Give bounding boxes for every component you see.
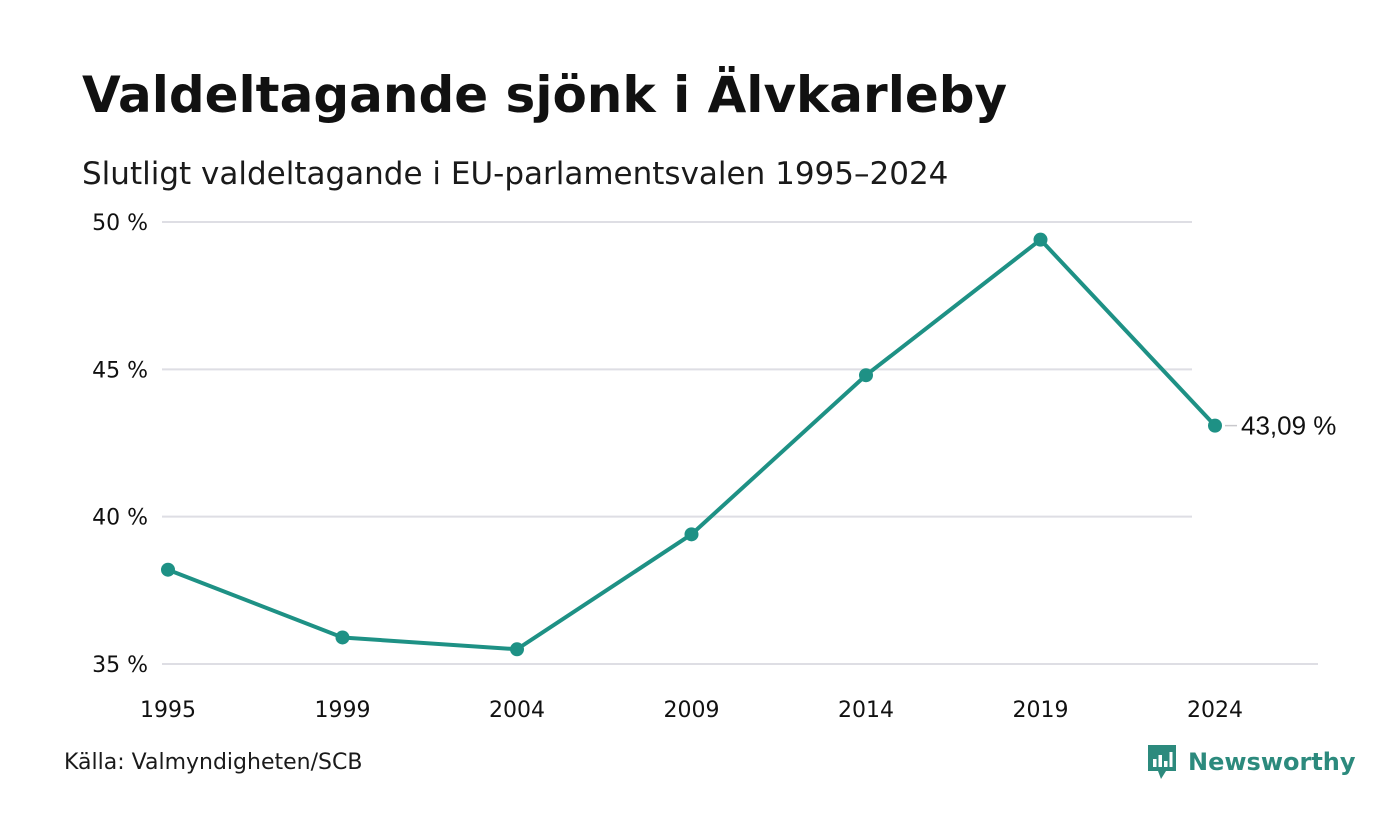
x-tick-label: 2019 bbox=[1013, 698, 1069, 723]
y-tick-label: 45 % bbox=[92, 358, 148, 383]
brand-name: Newsworthy bbox=[1188, 748, 1356, 776]
x-tick-label: 2004 bbox=[489, 698, 545, 723]
chart-subtitle: Slutligt valdeltagande i EU-parlamentsva… bbox=[82, 156, 949, 192]
x-tick-label: 2009 bbox=[664, 698, 720, 723]
data-point bbox=[684, 527, 699, 542]
data-point bbox=[161, 562, 175, 577]
x-tick-label: 2024 bbox=[1187, 698, 1243, 723]
y-tick-label: 35 % bbox=[92, 653, 148, 678]
data-point bbox=[510, 642, 524, 657]
axis-labels: 35 % 40 % 45 % 50 % 1995 1999 2004 2009 2014 2019… bbox=[92, 211, 1243, 723]
series-line bbox=[166, 237, 1217, 652]
chart-title: Valdeltagande sjönk i Älvkarleby bbox=[82, 66, 1008, 124]
source-note: Källa: Valmyndigheten/SCB bbox=[64, 750, 363, 775]
y-tick-label: 50 % bbox=[92, 211, 148, 236]
y-tick-label: 40 % bbox=[92, 506, 148, 531]
data-point bbox=[859, 368, 873, 383]
x-tick-label: 1995 bbox=[140, 698, 196, 723]
data-point bbox=[1033, 232, 1048, 247]
data-point bbox=[335, 630, 350, 645]
series bbox=[161, 232, 1222, 657]
grid-lines bbox=[162, 221, 1318, 665]
x-tick-label: 1999 bbox=[315, 698, 371, 723]
data-point bbox=[1208, 418, 1222, 433]
brand-logo: Newsworthy bbox=[1146, 743, 1356, 781]
annotations: 43,09 % bbox=[1225, 411, 1336, 441]
x-tick-label: 2014 bbox=[838, 698, 894, 723]
newsworthy-logo-icon bbox=[1148, 745, 1176, 779]
annotation-label: 43,09 % bbox=[1241, 411, 1336, 441]
